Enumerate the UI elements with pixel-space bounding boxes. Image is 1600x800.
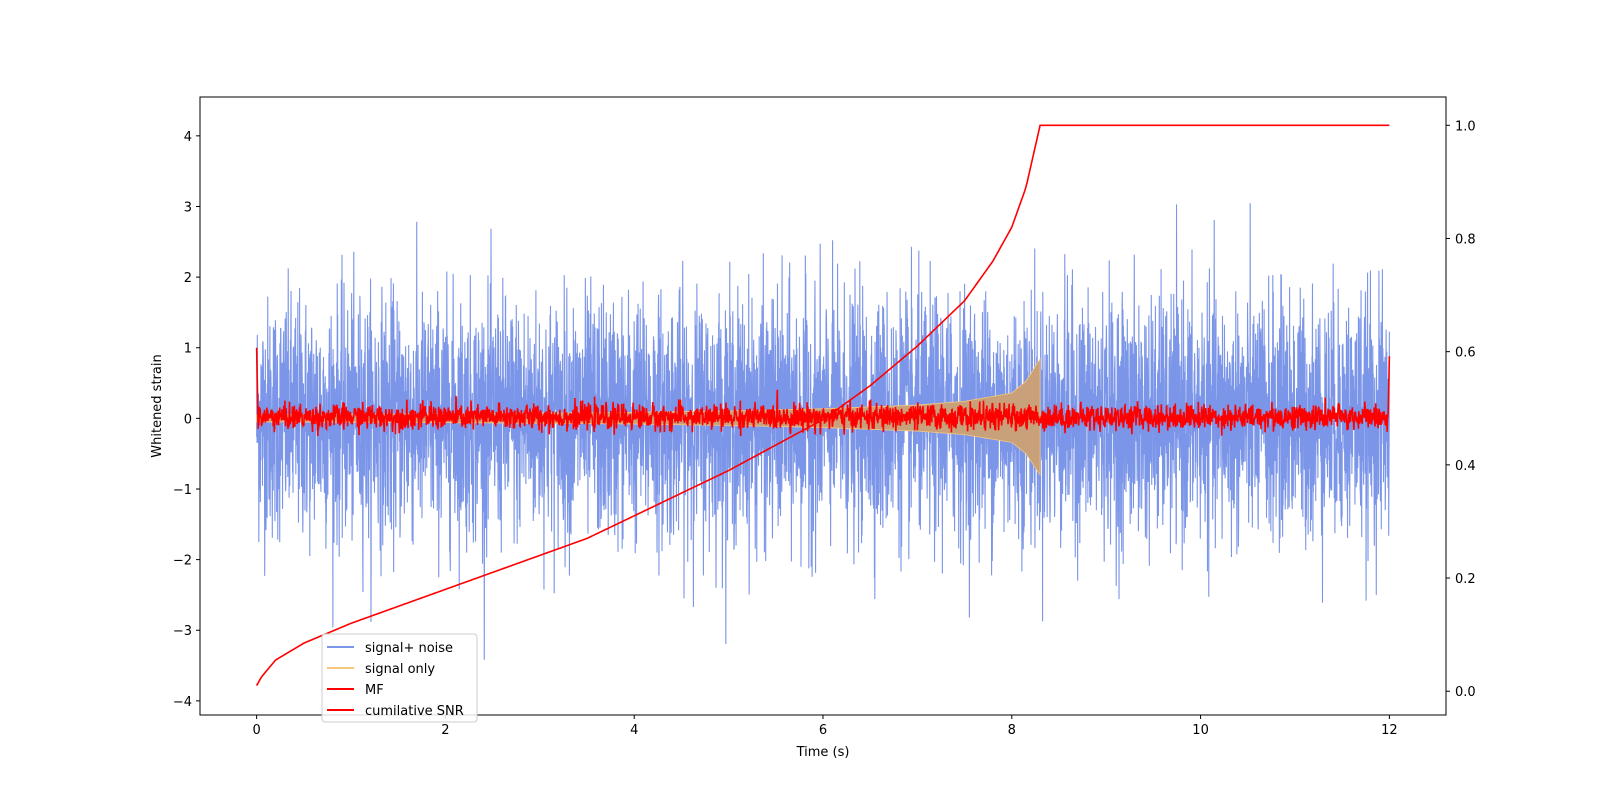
y-tick-label: −2 [173,554,192,569]
x-tick-label: 10 [1192,723,1209,738]
x-axis: 0 2 4 6 8 10 12 [252,715,1398,738]
legend-entry: signal+ noise [365,641,453,656]
y-axis-label: Whitened strain [150,354,165,457]
y2-tick-label: 1.0 [1455,119,1476,134]
y-tick-label: −3 [173,624,192,639]
x-tick-label: 6 [819,723,827,738]
series-signal-noise-line [256,203,1390,660]
legend: signal+ noise signal only MF cumilative SNR [321,633,478,723]
series-cumulative-snr-line [255,124,1390,686]
y2-tick-label: 0.2 [1455,572,1476,587]
y-tick-label: 4 [184,130,192,145]
legend-entry: signal only [365,662,435,677]
y-axis-right: 0.0 0.2 0.4 0.6 0.8 1.0 [1446,119,1476,700]
legend-box [321,633,478,723]
y2-tick-label: 0.8 [1455,232,1476,247]
legend-entry: cumilative SNR [365,704,464,719]
y-tick-label: 1 [184,342,192,357]
y2-tick-label: 0.6 [1455,346,1476,361]
series-layer [255,124,1391,686]
y-tick-label: 2 [184,271,192,286]
y2-tick-label: 0.4 [1455,459,1476,474]
x-tick-label: 0 [252,723,260,738]
x-tick-label: 12 [1381,723,1398,738]
y-tick-label: −4 [173,695,192,710]
y-axis-left: −4 −3 −2 −1 0 1 2 3 4 [173,130,200,710]
x-tick-label: 2 [441,723,449,738]
x-axis-label: Time (s) [796,745,850,760]
y-tick-label: 0 [184,412,192,427]
series-mf-line [255,347,1391,437]
y-tick-label: 3 [184,200,192,215]
x-tick-label: 8 [1008,723,1016,738]
y2-tick-label: 0.0 [1455,685,1476,700]
legend-entry: MF [365,683,384,698]
y-tick-label: −1 [173,483,192,498]
x-tick-label: 4 [630,723,638,738]
